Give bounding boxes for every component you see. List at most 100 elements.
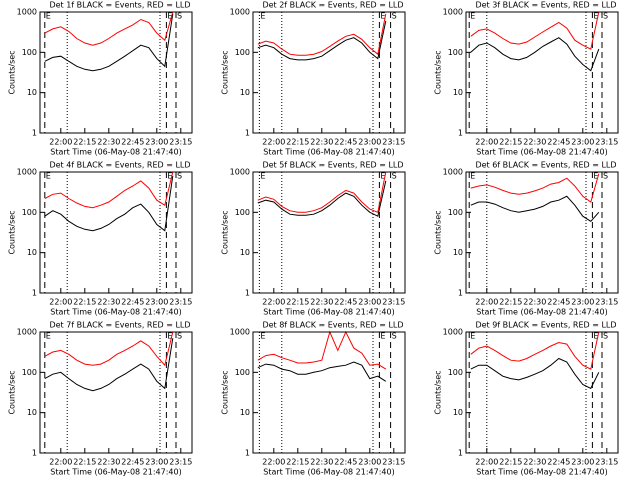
series-line bbox=[470, 173, 600, 203]
marker-label: S bbox=[603, 172, 608, 181]
y-axis-title: Counts/sec bbox=[221, 370, 230, 414]
x-axis-title: Start Time (06-May-08 21:47:40) bbox=[263, 148, 394, 157]
series-line bbox=[470, 37, 600, 72]
y-tick-label: 1000 bbox=[230, 8, 250, 17]
x-tick-label: 22:15 bbox=[286, 298, 309, 307]
x-tick-label: 22:45 bbox=[334, 458, 357, 467]
y-tick-label: 10 bbox=[27, 248, 37, 257]
x-tick-label: 22:15 bbox=[499, 458, 522, 467]
x-tick-label: 23:00 bbox=[571, 458, 594, 467]
plot-frame bbox=[39, 331, 193, 454]
marker-label: E bbox=[260, 172, 265, 181]
y-tick-label: 1 bbox=[32, 449, 37, 458]
x-tick-label: 23:15 bbox=[595, 298, 618, 307]
y-tick-label: 10 bbox=[453, 408, 463, 417]
x-tick-label: 22:30 bbox=[310, 298, 333, 307]
x-axis-title: Start Time (06-May-08 21:47:40) bbox=[50, 148, 181, 157]
chart-title: Det 1f BLACK = Events, RED = LLD bbox=[49, 1, 190, 10]
marker-label: E bbox=[260, 332, 265, 341]
x-tick-label: 23:15 bbox=[382, 138, 405, 147]
x-tick-label: 22:30 bbox=[310, 138, 333, 147]
x-tick-label: 22:30 bbox=[97, 298, 120, 307]
marker-label: E bbox=[470, 12, 475, 21]
marker-label: S bbox=[177, 172, 182, 181]
y-tick-label: 100 bbox=[235, 208, 250, 217]
x-tick-label: 22:45 bbox=[547, 138, 570, 147]
series-line bbox=[257, 180, 387, 217]
x-tick-label: 23:15 bbox=[382, 298, 405, 307]
series-line bbox=[44, 338, 174, 392]
y-axis-title: Counts/sec bbox=[221, 210, 230, 254]
chart-title: Det 2f BLACK = Events, RED = LLD bbox=[262, 1, 403, 10]
marker-label: E bbox=[593, 332, 598, 341]
y-tick-label: 1 bbox=[245, 129, 250, 138]
y-axis-title: Counts/sec bbox=[221, 50, 230, 94]
marker-label: E bbox=[593, 172, 598, 181]
series-line bbox=[470, 11, 600, 50]
x-tick-label: 22:45 bbox=[547, 298, 570, 307]
x-tick-label: 22:15 bbox=[499, 138, 522, 147]
x-axis-title: Start Time (06-May-08 21:47:40) bbox=[476, 148, 607, 157]
x-tick-label: 22:15 bbox=[499, 298, 522, 307]
marker-label: E bbox=[380, 172, 385, 181]
y-tick-label: 1000 bbox=[17, 168, 37, 177]
x-tick-label: 22:00 bbox=[475, 298, 498, 307]
x-tick-label: 22:15 bbox=[73, 458, 96, 467]
marker-label: E bbox=[470, 172, 475, 181]
x-tick-label: 22:00 bbox=[49, 298, 72, 307]
x-tick-label: 23:15 bbox=[169, 298, 192, 307]
x-tick-label: 23:00 bbox=[145, 298, 168, 307]
y-tick-label: 10 bbox=[27, 408, 37, 417]
x-tick-label: 22:30 bbox=[523, 138, 546, 147]
chart-title: Det 7f BLACK = Events, RED = LLD bbox=[49, 321, 190, 330]
chart-title: Det 4f BLACK = Events, RED = LLD bbox=[49, 161, 190, 170]
x-axis-title: Start Time (06-May-08 21:47:40) bbox=[476, 308, 607, 317]
series-line bbox=[44, 175, 174, 232]
y-tick-label: 1 bbox=[458, 449, 463, 458]
chart-title: Det 8f BLACK = Events, RED = LLD bbox=[262, 321, 403, 330]
y-tick-label: 100 bbox=[22, 48, 37, 57]
y-tick-label: 1000 bbox=[17, 8, 37, 17]
y-tick-label: 1 bbox=[458, 289, 463, 298]
x-tick-label: 23:15 bbox=[169, 138, 192, 147]
y-tick-label: 10 bbox=[27, 88, 37, 97]
series-line bbox=[44, 331, 174, 367]
x-tick-label: 23:00 bbox=[358, 298, 381, 307]
x-axis-title: Start Time (06-May-08 21:47:40) bbox=[263, 468, 394, 477]
plot-frame bbox=[465, 331, 619, 454]
series-line bbox=[44, 171, 174, 209]
x-tick-label: 22:00 bbox=[49, 458, 72, 467]
marker-label: E bbox=[380, 12, 385, 21]
marker-label: E bbox=[46, 12, 51, 21]
y-axis-title: Counts/sec bbox=[434, 50, 443, 94]
y-tick-label: 100 bbox=[448, 208, 463, 217]
plot-frame bbox=[465, 171, 619, 294]
x-axis-title: Start Time (06-May-08 21:47:40) bbox=[263, 308, 394, 317]
y-tick-label: 10 bbox=[453, 248, 463, 257]
y-tick-label: 100 bbox=[22, 368, 37, 377]
x-tick-label: 23:15 bbox=[595, 138, 618, 147]
x-tick-label: 23:00 bbox=[145, 138, 168, 147]
marker-label: E bbox=[46, 332, 51, 341]
marker-label: S bbox=[177, 332, 182, 341]
marker-label: S bbox=[603, 332, 608, 341]
y-axis-title: Counts/sec bbox=[434, 370, 443, 414]
x-tick-label: 22:45 bbox=[121, 298, 144, 307]
x-axis-title: Start Time (06-May-08 21:47:40) bbox=[50, 308, 181, 317]
series-line bbox=[257, 13, 387, 56]
series-line bbox=[44, 11, 174, 46]
marker-label: E bbox=[380, 332, 385, 341]
x-tick-label: 22:00 bbox=[475, 458, 498, 467]
series-line bbox=[470, 357, 600, 390]
y-tick-label: 100 bbox=[235, 48, 250, 57]
x-tick-label: 22:00 bbox=[262, 298, 285, 307]
y-tick-label: 100 bbox=[22, 208, 37, 217]
x-tick-label: 23:00 bbox=[358, 458, 381, 467]
plot-frame bbox=[252, 171, 406, 294]
x-tick-label: 22:30 bbox=[523, 298, 546, 307]
series-line bbox=[257, 361, 387, 382]
y-tick-label: 1000 bbox=[443, 8, 463, 17]
y-tick-label: 1000 bbox=[17, 328, 37, 337]
x-tick-label: 22:30 bbox=[523, 458, 546, 467]
x-tick-label: 22:15 bbox=[286, 138, 309, 147]
